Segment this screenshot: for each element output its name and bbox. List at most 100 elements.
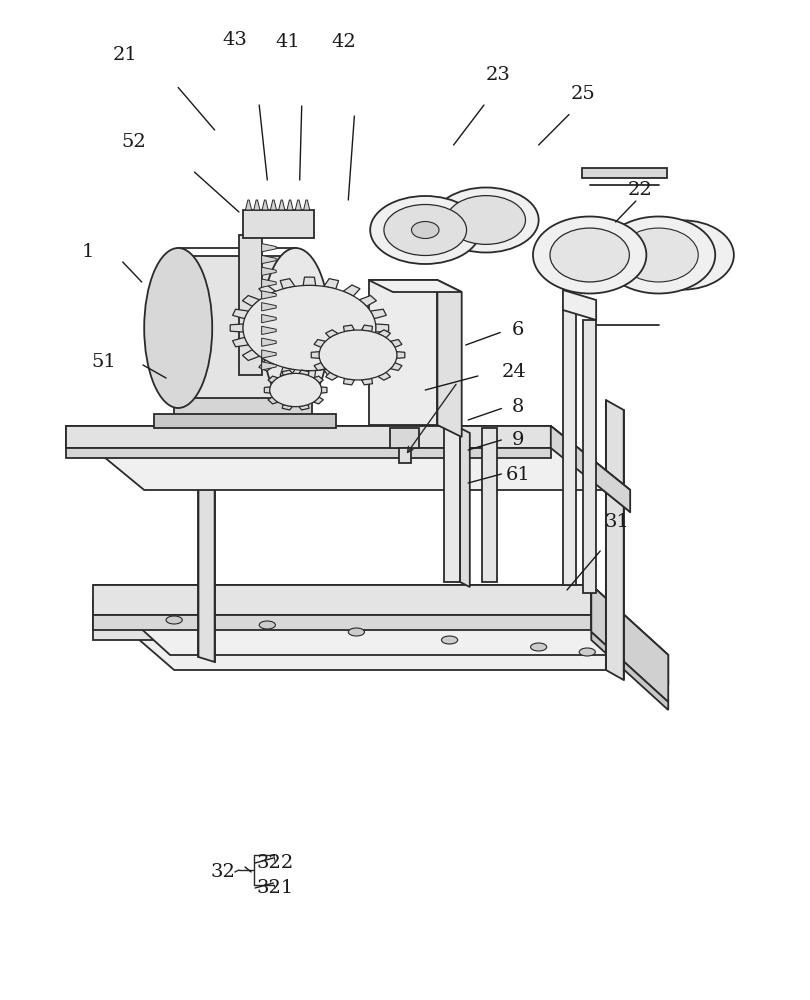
Polygon shape: [583, 320, 596, 593]
Polygon shape: [174, 398, 312, 416]
Polygon shape: [313, 376, 323, 383]
Text: 9: 9: [512, 431, 525, 449]
Polygon shape: [295, 200, 301, 210]
Polygon shape: [259, 360, 275, 371]
Polygon shape: [482, 428, 497, 582]
Polygon shape: [311, 352, 319, 358]
Text: 22: 22: [628, 181, 652, 199]
Polygon shape: [254, 200, 260, 210]
Polygon shape: [343, 285, 360, 296]
Polygon shape: [66, 448, 551, 458]
Polygon shape: [369, 280, 437, 425]
Polygon shape: [93, 600, 583, 640]
Polygon shape: [343, 325, 355, 332]
Polygon shape: [259, 285, 275, 296]
Ellipse shape: [243, 285, 376, 371]
Polygon shape: [314, 363, 326, 370]
Polygon shape: [313, 397, 323, 404]
Polygon shape: [390, 428, 419, 448]
Ellipse shape: [446, 196, 526, 244]
Polygon shape: [264, 387, 271, 393]
Text: 24: 24: [502, 363, 526, 381]
Polygon shape: [314, 340, 326, 347]
Polygon shape: [591, 585, 668, 685]
Text: 322: 322: [257, 854, 294, 872]
Polygon shape: [262, 200, 268, 210]
Polygon shape: [262, 303, 276, 311]
Text: 25: 25: [571, 85, 595, 103]
Polygon shape: [299, 405, 309, 410]
Polygon shape: [397, 352, 405, 358]
Polygon shape: [262, 279, 276, 287]
Polygon shape: [262, 267, 276, 275]
Polygon shape: [390, 363, 402, 370]
Text: 23: 23: [486, 66, 510, 84]
Polygon shape: [177, 256, 296, 400]
Ellipse shape: [651, 234, 714, 276]
Polygon shape: [360, 350, 377, 360]
Polygon shape: [262, 291, 276, 299]
Text: 1: 1: [81, 243, 94, 261]
Text: 52: 52: [122, 133, 146, 151]
Polygon shape: [326, 330, 338, 338]
Polygon shape: [282, 405, 292, 410]
Ellipse shape: [370, 196, 480, 264]
Polygon shape: [262, 314, 276, 323]
Polygon shape: [287, 200, 293, 210]
Ellipse shape: [610, 656, 625, 664]
Ellipse shape: [144, 248, 212, 408]
Polygon shape: [268, 376, 278, 383]
Text: 42: 42: [332, 33, 356, 51]
Polygon shape: [154, 414, 336, 428]
Polygon shape: [460, 428, 470, 587]
Polygon shape: [370, 337, 386, 347]
Text: 321: 321: [257, 879, 294, 897]
Polygon shape: [93, 615, 591, 630]
Polygon shape: [376, 324, 389, 332]
Ellipse shape: [632, 220, 734, 290]
Polygon shape: [262, 326, 276, 335]
Ellipse shape: [550, 228, 629, 282]
Polygon shape: [343, 378, 355, 385]
Text: 31: 31: [605, 513, 629, 531]
Polygon shape: [243, 210, 314, 238]
Ellipse shape: [262, 248, 330, 408]
Polygon shape: [606, 400, 624, 680]
Ellipse shape: [533, 217, 646, 294]
Polygon shape: [93, 585, 668, 655]
Polygon shape: [563, 310, 576, 585]
Text: 21: 21: [113, 46, 138, 64]
Polygon shape: [279, 200, 285, 210]
Polygon shape: [262, 338, 276, 346]
Polygon shape: [370, 309, 386, 319]
Polygon shape: [437, 280, 462, 437]
Polygon shape: [551, 426, 630, 512]
Ellipse shape: [259, 621, 275, 629]
Ellipse shape: [441, 636, 458, 644]
Polygon shape: [232, 337, 249, 347]
Polygon shape: [591, 632, 668, 710]
Polygon shape: [66, 426, 551, 448]
Polygon shape: [66, 426, 630, 490]
Ellipse shape: [619, 228, 698, 282]
Ellipse shape: [348, 628, 364, 636]
Text: 41: 41: [275, 33, 300, 51]
Polygon shape: [198, 448, 215, 662]
Polygon shape: [93, 600, 664, 670]
Polygon shape: [361, 325, 373, 332]
Polygon shape: [242, 296, 259, 306]
Polygon shape: [591, 585, 668, 702]
Text: 43: 43: [223, 31, 247, 49]
Polygon shape: [399, 448, 411, 463]
Polygon shape: [239, 235, 262, 375]
Polygon shape: [303, 370, 316, 379]
Ellipse shape: [270, 373, 322, 407]
Polygon shape: [271, 200, 276, 210]
Polygon shape: [230, 324, 243, 332]
Polygon shape: [326, 372, 338, 380]
Polygon shape: [563, 290, 596, 320]
Text: 8: 8: [512, 398, 525, 416]
Polygon shape: [262, 255, 276, 264]
Polygon shape: [360, 296, 377, 306]
Polygon shape: [93, 585, 591, 615]
